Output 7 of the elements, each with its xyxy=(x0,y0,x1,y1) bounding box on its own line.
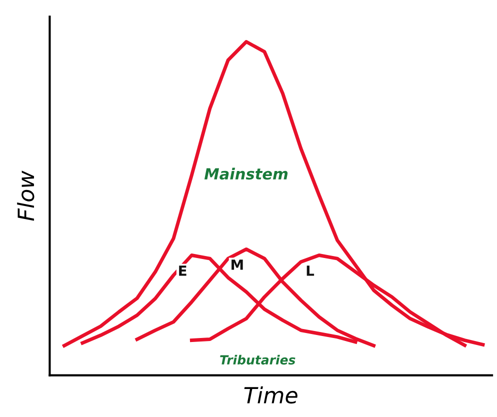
y-axis-title: Flow xyxy=(17,170,34,221)
series-label: E xyxy=(179,266,186,276)
series-label: M xyxy=(232,260,243,270)
annotation: Tributaries xyxy=(220,354,296,365)
x-axis-title: Time xyxy=(244,386,298,404)
series-label: Mainstem xyxy=(204,168,288,180)
series-label: L xyxy=(306,266,314,276)
